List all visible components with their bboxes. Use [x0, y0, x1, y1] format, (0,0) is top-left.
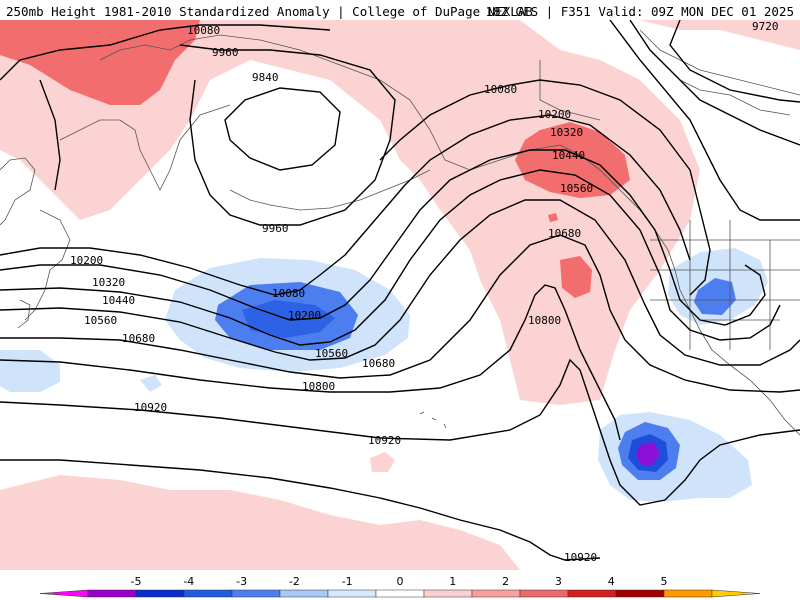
contour-label: 10680	[548, 227, 581, 240]
contour-label: 10920	[564, 551, 597, 564]
colorbar-swatch	[663, 589, 713, 598]
contour-label: 10920	[134, 401, 167, 414]
colorbar-tick-label: 4	[608, 575, 615, 588]
colorbar-swatches	[39, 589, 761, 598]
coastlines	[0, 29, 800, 436]
colorbar-tick-label: -5	[131, 575, 142, 588]
colorbar-swatch	[423, 589, 473, 598]
colorbar-swatch	[615, 589, 665, 598]
contour-label: 10320	[92, 276, 125, 289]
contour-label: 9960	[262, 222, 289, 235]
colorbar-tick-label: -1	[342, 575, 353, 588]
colorbar-swatch	[471, 589, 521, 598]
colorbar-tick-label: -3	[236, 575, 247, 588]
height-contours	[0, 20, 800, 561]
colorbar: -5 -4 -3 -2 -1 0 1 2 3 4 5	[39, 575, 761, 598]
run-info: 18Z GFS | F351 Valid: 09Z MON DEC 01 202…	[485, 4, 794, 19]
contour-label: 10080	[187, 24, 220, 37]
contour-label: 10200	[70, 254, 103, 267]
colorbar-ticks: -5 -4 -3 -2 -1 0 1 2 3 4 5	[131, 575, 668, 588]
contour-label: 10200	[538, 108, 571, 121]
colorbar-swatch	[519, 589, 569, 598]
contour-label: 10440	[102, 294, 135, 307]
colorbar-swatch	[87, 589, 137, 598]
colorbar-tick-label: 2	[502, 575, 509, 588]
colorbar-swatch	[375, 589, 425, 598]
colorbar-tick-label: 3	[555, 575, 562, 588]
contour-label: 10680	[122, 332, 155, 345]
contour-label: 10320	[550, 126, 583, 139]
contour-label: 10080	[272, 287, 305, 300]
colorbar-swatch	[231, 589, 281, 598]
contour-label: 10680	[362, 357, 395, 370]
colorbar-tick-label: -4	[183, 575, 194, 588]
contour-label: 9960	[212, 46, 239, 59]
colorbar-tick-label: -2	[289, 575, 300, 588]
contour-label: 10560	[84, 314, 117, 327]
colorbar-swatch	[135, 589, 185, 598]
contour-label: 10800	[528, 314, 561, 327]
anomaly-map: 9720 9840 9960 9960 10080 10080 10080 10…	[0, 20, 800, 570]
contour-label: 9720	[752, 20, 779, 33]
colorbar-swatch	[183, 589, 233, 598]
contour-label: 10200	[288, 309, 321, 322]
strong-positive-shading	[0, 20, 630, 298]
contour-labels: 9720 9840 9960 9960 10080 10080 10080 10…	[70, 20, 779, 564]
contour-label: 10080	[484, 83, 517, 96]
colorbar-swatch	[39, 589, 89, 598]
contour-label: 10560	[560, 182, 593, 195]
contour-label: 10560	[315, 347, 348, 360]
map-title: 250mb Height 1981-2010 Standardized Anom…	[6, 4, 533, 19]
colorbar-tick-label: 1	[449, 575, 456, 588]
strong-negative-shading	[242, 300, 668, 472]
contour-label: 9840	[252, 71, 279, 84]
colorbar-tick-label: 5	[661, 575, 668, 588]
contour-label: 10920	[368, 434, 401, 447]
colorbar-swatch	[711, 589, 761, 598]
positive-anomaly-shading	[0, 20, 800, 570]
contour-label: 10800	[302, 380, 335, 393]
header: 250mb Height 1981-2010 Standardized Anom…	[0, 0, 800, 20]
colorbar-swatch	[279, 589, 329, 598]
colorbar-swatch	[327, 589, 377, 598]
contour-label: 10440	[552, 149, 585, 162]
colorbar-swatch	[567, 589, 617, 598]
colorbar-tick-label: 0	[397, 575, 404, 588]
